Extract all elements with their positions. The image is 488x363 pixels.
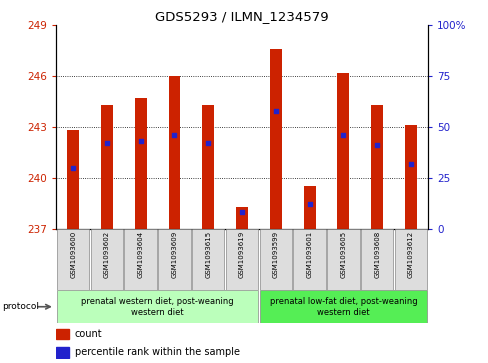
Text: GSM1093600: GSM1093600: [70, 231, 76, 278]
Text: GSM1093601: GSM1093601: [306, 231, 312, 278]
FancyBboxPatch shape: [225, 229, 258, 290]
Point: [238, 209, 245, 215]
Text: GSM1093599: GSM1093599: [272, 231, 278, 278]
Text: GSM1093605: GSM1093605: [340, 231, 346, 278]
Point: [103, 140, 111, 146]
Bar: [303, 186, 315, 229]
Bar: [269, 49, 281, 229]
Point: [69, 165, 77, 171]
Point: [339, 132, 346, 138]
Text: GSM1093608: GSM1093608: [373, 231, 379, 278]
Text: GSM1093602: GSM1093602: [104, 231, 110, 278]
Bar: [56, 347, 69, 358]
Text: percentile rank within the sample: percentile rank within the sample: [75, 347, 239, 357]
Text: prenatal western diet, post-weaning
western diet: prenatal western diet, post-weaning west…: [81, 297, 233, 317]
Bar: [67, 130, 79, 229]
Bar: [101, 105, 113, 229]
FancyBboxPatch shape: [394, 229, 427, 290]
Bar: [404, 125, 416, 229]
Point: [305, 201, 313, 207]
Bar: [236, 207, 247, 229]
Text: GSM1093619: GSM1093619: [239, 231, 244, 278]
FancyBboxPatch shape: [360, 229, 393, 290]
FancyBboxPatch shape: [57, 229, 89, 290]
Bar: [168, 76, 180, 229]
Point: [372, 142, 380, 148]
Point: [170, 132, 178, 138]
FancyBboxPatch shape: [90, 229, 123, 290]
Text: GSM1093604: GSM1093604: [138, 231, 143, 278]
Point: [271, 108, 279, 114]
Bar: [202, 105, 214, 229]
Text: protocol: protocol: [2, 302, 40, 311]
Text: GSM1093612: GSM1093612: [407, 231, 413, 278]
Point: [406, 161, 414, 167]
FancyBboxPatch shape: [293, 229, 325, 290]
Bar: [337, 73, 348, 229]
Bar: [370, 105, 382, 229]
FancyBboxPatch shape: [57, 290, 258, 323]
Bar: [56, 329, 69, 339]
Point: [137, 138, 144, 144]
Text: prenatal low-fat diet, post-weaning
western diet: prenatal low-fat diet, post-weaning west…: [269, 297, 416, 317]
FancyBboxPatch shape: [259, 290, 427, 323]
FancyBboxPatch shape: [192, 229, 224, 290]
FancyBboxPatch shape: [158, 229, 190, 290]
FancyBboxPatch shape: [259, 229, 291, 290]
Point: [204, 140, 212, 146]
Bar: [135, 98, 146, 229]
FancyBboxPatch shape: [124, 229, 157, 290]
FancyBboxPatch shape: [326, 229, 359, 290]
Text: count: count: [75, 329, 102, 339]
Text: GSM1093615: GSM1093615: [205, 231, 211, 278]
Title: GDS5293 / ILMN_1234579: GDS5293 / ILMN_1234579: [155, 10, 328, 23]
Text: GSM1093609: GSM1093609: [171, 231, 177, 278]
